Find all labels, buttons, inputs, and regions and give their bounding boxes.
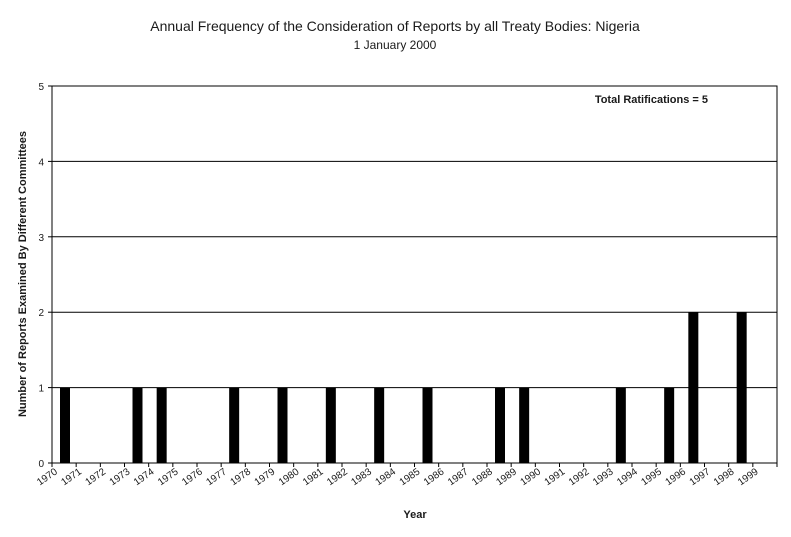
bar-1985 [422,387,433,463]
bar-1979 [277,387,288,463]
chart-title: Annual Frequency of the Consideration of… [150,18,640,34]
bar-1998 [736,312,747,463]
bar-1988 [495,387,505,463]
bar-1995 [664,387,675,463]
x-tick-label: 1996 [664,466,689,488]
x-tick-label: 1983 [349,466,374,488]
x-tick-label: 1977 [204,466,229,488]
x-tick-labels: 1970 1971 1972 1973 1974 1975 1976 1977 1978 1979… [35,463,778,488]
bar-1981 [325,387,336,463]
bar-1983 [374,387,385,463]
x-tick-label: 1975 [156,466,181,488]
bar-1974 [156,387,167,463]
x-tick-label: 1979 [253,466,278,488]
y-tick-label: 5 [38,82,44,93]
plot-area [51,85,778,464]
x-tick-label: 1972 [84,466,109,488]
total-ratifications-annotation: Total Ratifications = 5 [595,94,708,106]
y-tick-label: 3 [38,233,44,244]
x-tick-label: 1992 [567,466,592,488]
x-tick-label: 1989 [494,466,519,488]
x-tick-label: 1974 [132,466,157,488]
y-tick-label: 4 [38,157,44,168]
x-tick-label: 1986 [422,466,447,488]
y-tick-label: 2 [38,308,44,319]
x-tick-label: 1997 [688,466,713,488]
x-tick-label: 1973 [108,466,133,488]
x-tick-label: 1990 [519,466,544,488]
x-tick-label: 1985 [398,466,423,488]
x-tick-label: 1998 [712,466,737,488]
chart-subtitle: 1 January 2000 [354,38,437,52]
bar-1989 [519,387,530,463]
bar-1993 [615,387,626,463]
x-tick-label: 1971 [59,466,84,488]
x-axis-label: Year [403,509,427,521]
bar-1970 [60,387,70,463]
x-tick-label: 1987 [446,466,471,488]
x-tick-label: 1984 [374,466,399,488]
x-tick-label: 1999 [736,466,761,488]
x-tick-label: 1980 [277,466,302,488]
y-tick-label: 1 [38,384,44,395]
x-tick-label: 1994 [615,466,640,488]
x-tick-label: 1988 [470,466,495,488]
bar-1973 [132,387,143,463]
x-tick-label: 1982 [325,466,350,488]
y-tick-label: 0 [38,459,44,470]
x-tick-label: 1991 [543,466,568,488]
y-tick-labels: 0 1 2 3 4 5 [38,82,52,470]
bar-1977 [229,387,240,463]
x-tick-label: 1995 [639,466,664,488]
x-tick-label: 1976 [180,466,205,488]
bar-1996 [688,312,699,463]
y-axis-label: Number of Reports Examined By Different … [17,131,29,417]
gridlines [52,160,777,389]
x-tick-label: 1981 [301,466,326,488]
bars [60,312,747,463]
x-tick-label: 1993 [591,466,616,488]
x-tick-label: 1978 [229,466,254,488]
